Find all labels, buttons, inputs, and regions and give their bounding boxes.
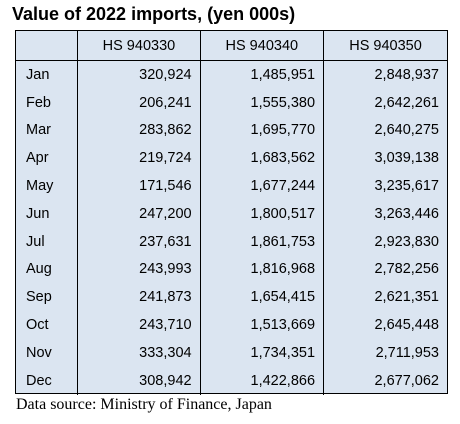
month-cell: Oct [26, 317, 49, 334]
hs940330-cell: 247,200 [77, 199, 201, 228]
month-cell: Sep [26, 289, 52, 306]
table-row: Jul 237,631 1,861,753 2,923,830 [16, 227, 447, 256]
hs940340-cell: 1,695,770 [199, 116, 324, 145]
hs940330-cell: 237,631 [77, 227, 201, 256]
hs940330-cell: 283,862 [77, 116, 201, 145]
table-row: May 171,546 1,677,244 3,235,617 [16, 172, 447, 200]
month-cell: Jul [26, 233, 45, 250]
hs940340-cell: 1,485,951 [199, 60, 324, 89]
table-row: Feb 206,241 1,555,380 2,642,261 [16, 88, 447, 117]
table-row: Mar 283,862 1,695,770 2,640,275 [16, 116, 447, 145]
hs940350-cell: 2,711,953 [323, 338, 447, 367]
hs940330-cell: 243,993 [77, 255, 201, 284]
hs940340-cell: 1,422,866 [199, 366, 324, 395]
hs940340-cell: 1,654,415 [199, 283, 324, 312]
hs940340-cell: 1,800,517 [199, 199, 324, 228]
month-cell: May [26, 178, 54, 195]
hs940350-cell: 3,039,138 [323, 144, 447, 173]
hs940330-cell: 206,241 [77, 88, 201, 117]
table-row: Nov 333,304 1,734,351 2,711,953 [16, 338, 447, 367]
hs940340-cell: 1,734,351 [199, 338, 324, 367]
hs940340-cell: 1,513,669 [199, 311, 324, 339]
header-cell-hs940330: HS 940330 [77, 31, 201, 61]
hs940330-cell: 320,924 [77, 60, 201, 89]
table-title: Value of 2022 imports, (yen 000s) [12, 4, 296, 24]
hs940350-cell: 2,782,256 [323, 255, 447, 284]
imports-table: HS 940330 HS 940340 HS 940350 Jan 320,924… [15, 30, 448, 395]
imports-data-table: HS 940330 HS 940340 HS 940350 Jan 320,924… [16, 31, 447, 395]
hs940340-cell: 1,555,380 [199, 88, 324, 117]
table-row: Sep 241,873 1,654,415 2,621,351 [16, 283, 447, 312]
table-row: Oct 243,710 1,513,669 2,645,448 [16, 311, 447, 339]
hs940340-cell: 1,816,968 [199, 255, 324, 284]
hs940340-cell: 1,861,753 [199, 227, 324, 256]
month-cell: Feb [26, 94, 51, 111]
month-cell: Dec [26, 372, 52, 389]
table-row: Jan 320,924 1,485,951 2,848,937 [16, 60, 447, 89]
hs940330-cell: 219,724 [77, 144, 201, 173]
hs940330-cell: 308,942 [77, 366, 201, 395]
hs940330-cell: 243,710 [77, 311, 201, 339]
header-cell-hs940350: HS 940350 [323, 31, 447, 61]
data-source-note: Data source: Ministry of Finance, Japan [16, 396, 272, 413]
table-row: Dec 308,942 1,422,866 2,677,062 [16, 366, 447, 395]
month-cell: Jun [26, 205, 50, 222]
header-row: HS 940330 HS 940340 HS 940350 [16, 31, 447, 61]
table-row: Jun 247,200 1,800,517 3,263,446 [16, 199, 447, 228]
hs940350-cell: 2,677,062 [323, 366, 447, 395]
hs940330-cell: 333,304 [77, 338, 201, 367]
hs940350-cell: 3,263,446 [323, 199, 447, 228]
header-cell-hs940340: HS 940340 [199, 31, 324, 61]
hs940350-cell: 2,642,261 [323, 88, 447, 117]
hs940350-cell: 2,640,275 [323, 116, 447, 145]
table-body: Jan 320,924 1,485,951 2,848,937 Feb 206,241 1,… [16, 60, 447, 395]
hs940350-cell: 2,848,937 [323, 60, 447, 89]
month-cell: Nov [26, 344, 52, 361]
hs940330-cell: 241,873 [77, 283, 201, 312]
hs940350-cell: 2,923,830 [323, 227, 447, 256]
table-row: Apr 219,724 1,683,562 3,039,138 [16, 144, 447, 173]
month-cell: Aug [26, 261, 52, 278]
hs940340-cell: 1,683,562 [199, 144, 324, 173]
table-row: Aug 243,993 1,816,968 2,782,256 [16, 255, 447, 284]
hs940330-cell: 171,546 [77, 172, 201, 200]
hs940350-cell: 3,235,617 [323, 172, 447, 200]
month-cell: Apr [26, 150, 49, 167]
hs940350-cell: 2,621,351 [323, 283, 447, 312]
month-cell: Mar [26, 122, 51, 139]
hs940350-cell: 2,645,448 [323, 311, 447, 339]
header-cell-month [16, 31, 78, 61]
month-cell: Jan [26, 66, 50, 83]
hs940340-cell: 1,677,244 [199, 172, 324, 200]
